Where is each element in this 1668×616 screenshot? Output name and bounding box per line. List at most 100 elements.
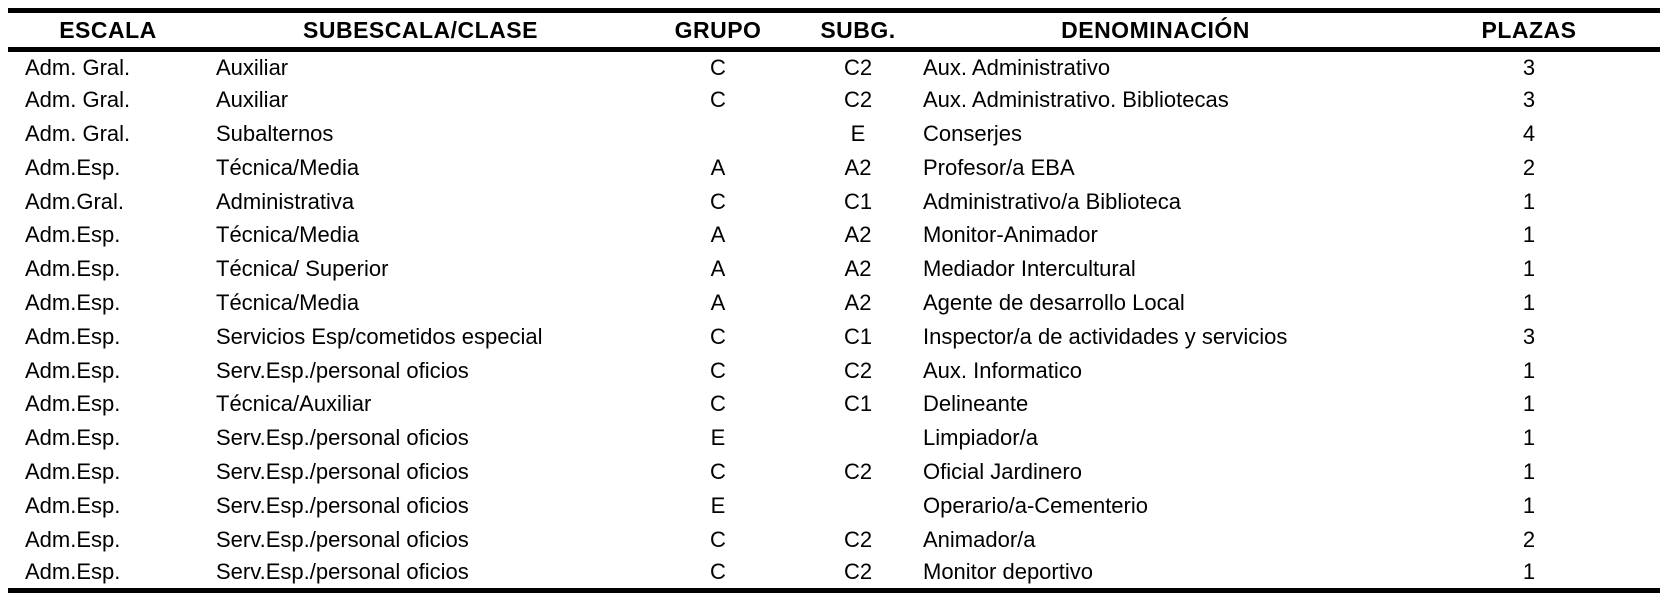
cell-denominacion: Animador/a <box>923 526 1036 552</box>
cell-plazas: 3 <box>1522 87 1536 113</box>
cell-subescala: Técnica/Media <box>216 222 360 248</box>
cell-denominacion: Limpiador/a <box>923 425 1038 451</box>
cell-subescala: Administrativa <box>216 188 355 214</box>
cell-denominacion: Profesor/a EBA <box>923 154 1075 180</box>
cell-denominacion: Aux. Administrativo <box>923 54 1111 80</box>
cell-escala: Adm.Esp. <box>25 222 121 248</box>
cell-subescala: Serv.Esp./personal oficios <box>216 458 469 484</box>
cell-escala: Adm.Esp. <box>25 458 121 484</box>
cell-grupo: C <box>710 391 726 417</box>
cell-escala: Adm.Esp. <box>25 526 121 552</box>
cell-subescala: Serv.Esp./personal oficios <box>216 526 469 552</box>
table-row: Adm.Esp. Serv.Esp./personal oficios C C2 Ofi… <box>8 455 1660 489</box>
table-header: ESCALA SUBESCALA/CLASE GRUPO SUBG. DENOM… <box>8 11 1660 50</box>
cell-subg: C1 <box>843 391 873 417</box>
cell-subg: C2 <box>843 87 873 113</box>
cell-plazas: 1 <box>1522 425 1536 451</box>
cell-denominacion: Inspector/a de actividades y servicios <box>923 323 1288 349</box>
cell-plazas: 1 <box>1522 222 1536 248</box>
cell-grupo: E <box>710 492 726 518</box>
cell-grupo: A <box>710 222 726 248</box>
header-row: ESCALA SUBESCALA/CLASE GRUPO SUBG. DENOM… <box>8 11 1660 50</box>
column-header-grupo: GRUPO <box>674 16 762 43</box>
table-row: Adm.Esp. Técnica/Media A A2 Profesor/a EBA 2 <box>8 151 1660 185</box>
cell-plazas: 1 <box>1522 559 1536 585</box>
cell-subescala: Servicios Esp/cometidos especial <box>216 323 543 349</box>
cell-plazas: 1 <box>1522 357 1536 383</box>
table-row: Adm. Gral. Subalternos E Conserjes 4 <box>8 117 1660 151</box>
table-row: Adm. Gral. Auxiliar C C2 Aux. Administrativo… <box>8 83 1660 117</box>
cell-grupo: C <box>710 458 726 484</box>
cell-subescala: Técnica/ Superior <box>216 256 389 282</box>
column-header-escala: ESCALA <box>59 16 157 43</box>
cell-denominacion: Monitor-Animador <box>923 222 1098 248</box>
cell-denominacion: Aux. Administrativo. Bibliotecas <box>923 87 1229 113</box>
cell-subg: C2 <box>843 54 873 80</box>
cell-escala: Adm.Esp. <box>25 425 121 451</box>
cell-subg: E <box>850 120 866 146</box>
cell-denominacion: Oficial Jardinero <box>923 458 1082 484</box>
cell-subescala: Auxiliar <box>216 54 289 80</box>
cell-plazas: 1 <box>1522 188 1536 214</box>
cell-subg: C2 <box>843 559 873 585</box>
cell-escala: Adm. Gral. <box>25 120 131 146</box>
column-header-plazas: PLAZAS <box>1481 16 1577 43</box>
cell-plazas: 1 <box>1522 492 1536 518</box>
column-header-subescala: SUBESCALA/CLASE <box>303 16 538 43</box>
cell-denominacion: Conserjes <box>923 120 1023 146</box>
table-row: Adm.Esp. Servicios Esp/cometidos especial… <box>8 320 1660 354</box>
cell-subescala: Subalternos <box>216 120 334 146</box>
table-row: Adm.Esp. Serv.Esp./personal oficios C C2 Aux… <box>8 354 1660 388</box>
cell-denominacion: Aux. Informatico <box>923 357 1082 383</box>
cell-denominacion: Mediador Intercultural <box>923 256 1136 282</box>
staff-positions-table: ESCALA SUBESCALA/CLASE GRUPO SUBG. DENOM… <box>8 8 1660 593</box>
cell-grupo: C <box>710 323 726 349</box>
table-row: Adm.Esp. Serv.Esp./personal oficios C C2 Ani… <box>8 523 1660 557</box>
cell-escala: Adm.Esp. <box>25 357 121 383</box>
cell-subg: A2 <box>844 154 872 180</box>
cell-subescala: Serv.Esp./personal oficios <box>216 492 469 518</box>
cell-grupo: C <box>710 188 726 214</box>
cell-subescala: Serv.Esp./personal oficios <box>216 357 469 383</box>
cell-grupo: A <box>710 154 726 180</box>
cell-subg <box>803 421 913 455</box>
table-row: Adm.Esp. Serv.Esp./personal oficios C C2 Mon… <box>8 556 1660 590</box>
cell-grupo <box>633 117 803 151</box>
cell-grupo: C <box>710 87 726 113</box>
cell-plazas: 3 <box>1522 54 1536 80</box>
cell-subg: C2 <box>843 458 873 484</box>
column-header-subg: SUBG. <box>820 16 896 43</box>
cell-subg: C2 <box>843 526 873 552</box>
table-body: Adm. Gral. Auxiliar C C2 Aux. Administrativo… <box>8 50 1660 591</box>
cell-subescala: Serv.Esp./personal oficios <box>216 559 469 585</box>
cell-plazas: 1 <box>1522 256 1536 282</box>
table-row: Adm.Esp. Serv.Esp./personal oficios E Opera… <box>8 489 1660 523</box>
cell-denominacion: Monitor deportivo <box>923 559 1093 585</box>
column-header-denominacion: DENOMINACIÓN <box>1061 16 1250 43</box>
table-row: Adm.Gral. Administrativa C C1 Administrativo… <box>8 185 1660 219</box>
cell-subescala: Auxiliar <box>216 87 289 113</box>
table-row: Adm.Esp. Técnica/ Superior A A2 Mediador Int… <box>8 252 1660 286</box>
cell-escala: Adm.Esp. <box>25 154 121 180</box>
cell-grupo: C <box>710 559 726 585</box>
cell-subg: C2 <box>843 357 873 383</box>
cell-plazas: 1 <box>1522 458 1536 484</box>
cell-escala: Adm.Esp. <box>25 391 121 417</box>
cell-grupo: C <box>710 526 726 552</box>
cell-escala: Adm.Esp. <box>25 492 121 518</box>
cell-plazas: 3 <box>1522 323 1536 349</box>
cell-grupo: C <box>710 357 726 383</box>
cell-denominacion: Agente de desarrollo Local <box>923 289 1185 315</box>
table-row: Adm.Esp. Técnica/Auxiliar C C1 Delineante 1 <box>8 387 1660 421</box>
cell-grupo: C <box>710 54 726 80</box>
cell-subescala: Técnica/Media <box>216 154 360 180</box>
cell-plazas: 2 <box>1522 526 1536 552</box>
cell-escala: Adm.Esp. <box>25 559 121 585</box>
cell-escala: Adm.Esp. <box>25 256 121 282</box>
table-row: Adm. Gral. Auxiliar C C2 Aux. Administrativo… <box>8 50 1660 84</box>
cell-escala: Adm.Esp. <box>25 323 121 349</box>
table-row: Adm.Esp. Técnica/Media A A2 Agente de desarr… <box>8 286 1660 320</box>
cell-subescala: Técnica/Media <box>216 289 360 315</box>
cell-subg: C1 <box>843 323 873 349</box>
